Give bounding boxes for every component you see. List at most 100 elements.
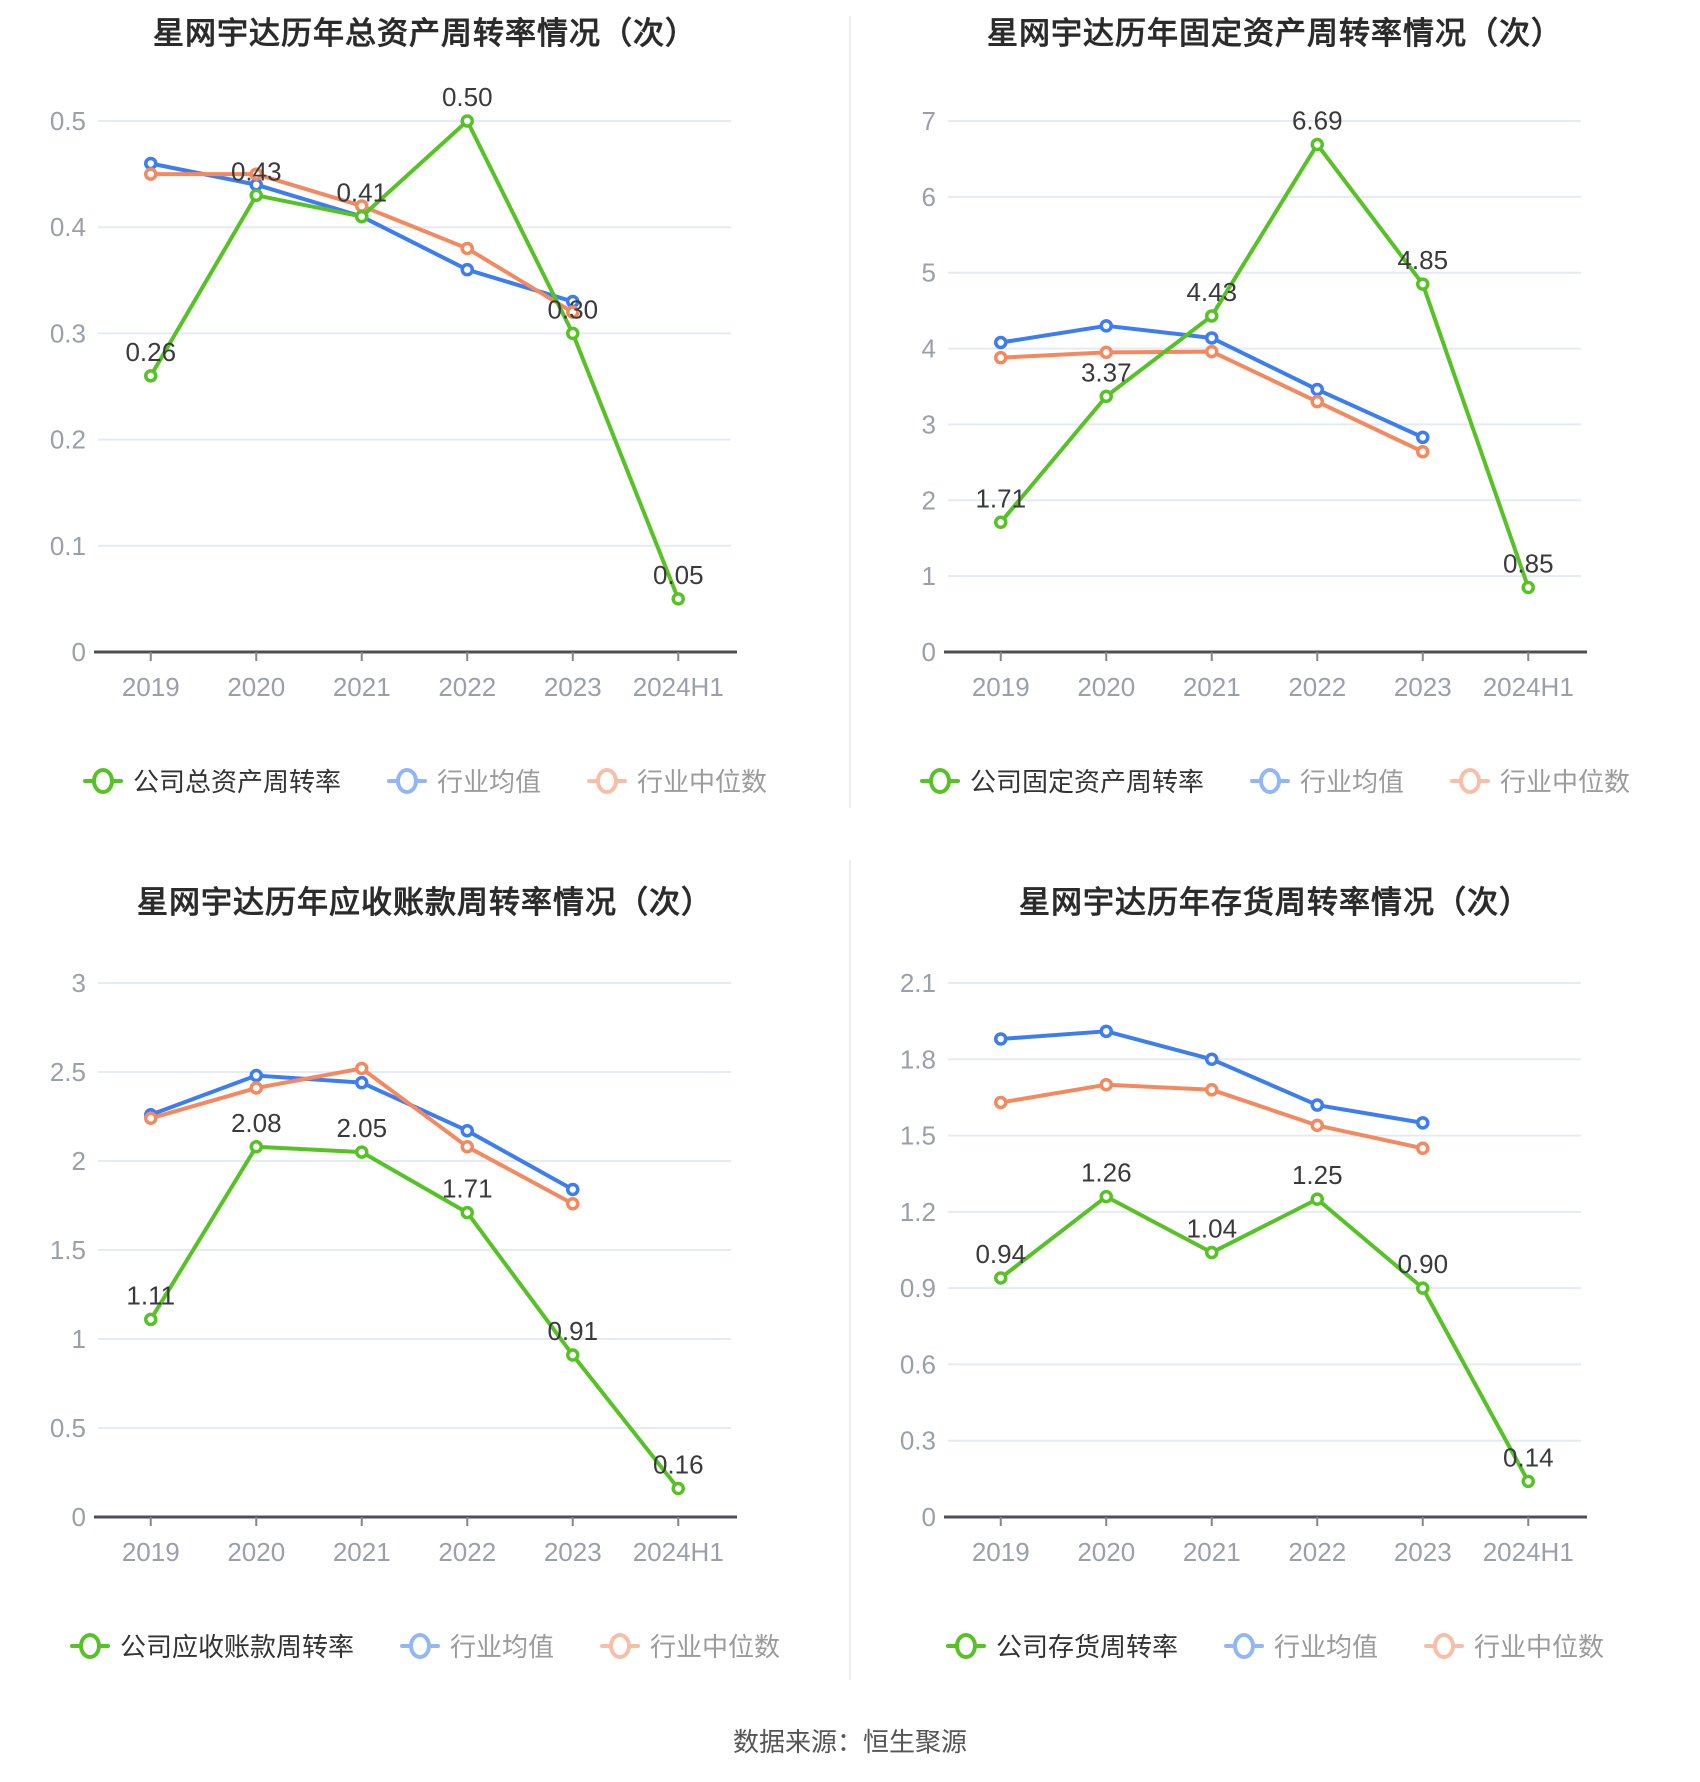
legend-label: 公司固定资产周转率 <box>969 767 1204 797</box>
svg-text:0.90: 0.90 <box>1397 1249 1448 1279</box>
chart-title: 星网宇达历年固定资产周转率情况（次） <box>987 16 1563 51</box>
svg-text:2020: 2020 <box>1077 1537 1135 1567</box>
svg-text:4.43: 4.43 <box>1186 277 1237 307</box>
legend-label: 行业均值 <box>1299 767 1404 797</box>
svg-text:0.1: 0.1 <box>50 531 86 561</box>
svg-text:0.50: 0.50 <box>442 82 493 112</box>
legend-item-company[interactable]: 公司存货周转率 <box>945 1627 1178 1664</box>
svg-text:2021: 2021 <box>1183 672 1241 702</box>
chart-panel-fixed-asset-turnover: 0 1 2 3 4 5 6 7 2019 2020 2021 2022 2023 2024H1 1.71 3.… <box>850 0 1700 855</box>
svg-text:2019: 2019 <box>972 1537 1030 1567</box>
line-marker-icon <box>1249 767 1290 795</box>
svg-text:0.6: 0.6 <box>900 1349 936 1379</box>
svg-text:0.41: 0.41 <box>336 178 387 208</box>
svg-text:3: 3 <box>922 409 936 439</box>
receivables-turnover-line-chart: 0 0.5 1 1.5 2 2.5 3 2019 2020 2021 2022 2023 2024H1 1… <box>50 968 737 1567</box>
svg-text:2022: 2022 <box>438 1537 496 1567</box>
legend-item-company[interactable]: 公司应收账款周转率 <box>69 1627 354 1664</box>
line-marker-icon <box>386 767 427 795</box>
svg-text:2020: 2020 <box>227 672 285 702</box>
legend-label: 行业中位数 <box>1474 1632 1605 1662</box>
line-marker-icon <box>919 767 960 795</box>
line-marker-icon <box>600 1632 640 1660</box>
svg-text:2019: 2019 <box>122 1537 180 1567</box>
panel-divider <box>849 16 851 808</box>
svg-text:2.1: 2.1 <box>900 968 936 998</box>
line-marker-icon <box>1424 1632 1464 1660</box>
svg-text:0.2: 0.2 <box>50 425 86 455</box>
legend-label: 行业均值 <box>436 767 541 797</box>
svg-text:2: 2 <box>72 1146 86 1176</box>
chart-title: 星网宇达历年总资产周转率情况（次） <box>153 16 697 51</box>
legend-item-industry-median[interactable]: 行业中位数 <box>587 762 767 799</box>
line-marker-icon <box>587 767 627 795</box>
svg-text:2020: 2020 <box>227 1537 285 1567</box>
svg-text:6: 6 <box>922 182 936 212</box>
legend-item-company[interactable]: 公司总资产周转率 <box>82 762 341 799</box>
svg-text:2023: 2023 <box>1394 672 1452 702</box>
legend-label: 公司总资产周转率 <box>132 767 341 797</box>
svg-text:1.8: 1.8 <box>900 1044 936 1074</box>
legend-item-industry-median[interactable]: 行业中位数 <box>600 1627 780 1664</box>
svg-text:0.43: 0.43 <box>231 156 282 186</box>
legend-item-industry-average[interactable]: 行业均值 <box>386 762 541 799</box>
svg-text:3.37: 3.37 <box>1081 357 1132 387</box>
legend-item-industry-median[interactable]: 行业中位数 <box>1450 762 1630 799</box>
svg-text:1.5: 1.5 <box>900 1121 936 1151</box>
svg-text:1.04: 1.04 <box>1186 1214 1237 1244</box>
svg-text:2022: 2022 <box>438 672 496 702</box>
svg-text:0: 0 <box>922 1502 936 1532</box>
svg-text:0.94: 0.94 <box>975 1239 1026 1269</box>
legend-label: 公司存货周转率 <box>995 1632 1178 1662</box>
legend-item-industry-average[interactable]: 行业均值 <box>1223 1627 1378 1664</box>
legend: 公司存货周转率 行业均值 行业中位数 <box>850 1627 1700 1664</box>
svg-text:2023: 2023 <box>544 1537 602 1567</box>
svg-text:0.3: 0.3 <box>900 1426 936 1456</box>
svg-text:0.14: 0.14 <box>1503 1442 1554 1472</box>
inventory-turnover-line-chart: 0 0.3 0.6 0.9 1.2 1.5 1.8 2.1 2019 2020 2021 2022 20… <box>900 968 1587 1567</box>
chart-title: 星网宇达历年应收账款周转率情况（次） <box>137 885 713 920</box>
line-marker-icon <box>1223 1632 1264 1660</box>
line-marker-icon <box>399 1632 440 1660</box>
panel-divider <box>849 860 851 1680</box>
chart-title: 星网宇达历年存货周转率情况（次） <box>1019 885 1531 920</box>
svg-text:1.2: 1.2 <box>900 1197 936 1227</box>
svg-text:2.08: 2.08 <box>231 1108 282 1138</box>
svg-text:2024H1: 2024H1 <box>1483 672 1574 702</box>
svg-text:2023: 2023 <box>1394 1537 1452 1567</box>
legend-label: 行业中位数 <box>1500 767 1631 797</box>
chart-panel-total-asset-turnover: 0 0.1 0.2 0.3 0.4 0.5 2019 2020 2021 2022 2023 2024… <box>0 0 850 855</box>
chart-panel-inventory-turnover: 0 0.3 0.6 0.9 1.2 1.5 1.8 2.1 2019 2020 2021 2022 20… <box>850 855 1700 1710</box>
line-marker-icon <box>69 1632 110 1660</box>
svg-text:1.11: 1.11 <box>126 1280 175 1310</box>
svg-text:3: 3 <box>72 968 86 998</box>
legend-item-industry-median[interactable]: 行业中位数 <box>1424 1627 1604 1664</box>
legend-label: 行业均值 <box>1273 1632 1378 1662</box>
legend-item-industry-average[interactable]: 行业均值 <box>1249 762 1404 799</box>
chart-panel-receivables-turnover: 0 0.5 1 1.5 2 2.5 3 2019 2020 2021 2022 2023 2024H1 1… <box>0 855 850 1710</box>
legend-item-company[interactable]: 公司固定资产周转率 <box>919 762 1204 799</box>
svg-text:4: 4 <box>922 334 936 364</box>
svg-text:0.26: 0.26 <box>125 337 176 367</box>
svg-text:0.05: 0.05 <box>653 560 704 590</box>
legend-label: 公司应收账款周转率 <box>119 1632 354 1662</box>
svg-text:0.4: 0.4 <box>50 212 86 242</box>
legend-label: 行业中位数 <box>650 1632 781 1662</box>
total-asset-turnover-line-chart: 0 0.1 0.2 0.3 0.4 0.5 2019 2020 2021 2022 2023 2024… <box>50 82 737 702</box>
svg-text:2023: 2023 <box>544 672 602 702</box>
svg-text:2022: 2022 <box>1288 1537 1346 1567</box>
legend-label: 行业均值 <box>449 1632 554 1662</box>
svg-text:1.71: 1.71 <box>442 1174 493 1204</box>
svg-text:2022: 2022 <box>1288 672 1346 702</box>
svg-text:2.5: 2.5 <box>50 1057 86 1087</box>
data-source: 数据来源：恒生聚源 <box>732 1727 967 1757</box>
svg-text:0: 0 <box>72 1502 86 1532</box>
svg-text:2024H1: 2024H1 <box>633 1537 724 1567</box>
svg-text:1.71: 1.71 <box>975 483 1026 513</box>
svg-text:0.3: 0.3 <box>50 318 86 348</box>
svg-text:5: 5 <box>922 258 936 288</box>
legend-item-industry-average[interactable]: 行业均值 <box>399 1627 554 1664</box>
svg-text:4.85: 4.85 <box>1397 245 1448 275</box>
line-marker-icon <box>82 767 123 795</box>
svg-text:2019: 2019 <box>972 672 1030 702</box>
